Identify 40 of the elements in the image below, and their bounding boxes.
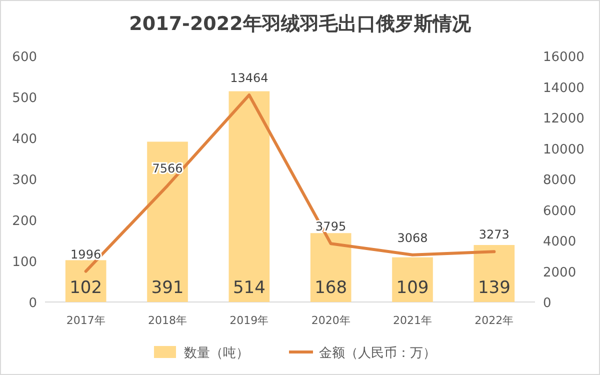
y-tick-label: 400 [12,132,37,147]
data-label: 514 [232,278,266,298]
y-tick-label: 300 [12,173,37,188]
data-label: 3273 [478,228,510,242]
bar [228,91,270,302]
legend-label: 数量（吨） [184,346,249,361]
x-tick-label: 2018年 [148,314,187,327]
y-tick-label: 600 [12,50,37,65]
y-tick-label: 200 [12,214,37,229]
chart-title: 2017-2022年羽绒羽毛出口俄罗斯情况 [129,13,472,35]
y2-tick-label: 10000 [543,142,584,158]
y2-tick-label: 8000 [543,173,576,188]
x-tick-label: 2021年 [393,314,432,327]
data-label: 109 [396,278,429,298]
x-tick-label: 2019年 [230,314,269,327]
bar [392,257,433,302]
y2-tick-label: 4000 [543,234,576,250]
y2-tick-label: 2000 [543,265,576,280]
x-tick-label: 2017年 [66,314,106,327]
bar [310,233,352,302]
x-tick-label: 2022年 [474,314,514,327]
data-label: 168 [314,278,348,298]
y-tick-label: 500 [12,91,37,106]
data-label: 102 [70,278,102,298]
y2-tick-label: 16000 [543,50,584,65]
y-tick-label: 0 [28,296,37,311]
data-label: 1996 [70,247,102,262]
data-label: 391 [151,278,184,298]
bar [147,142,188,302]
y2-tick-label: 14000 [543,80,584,96]
data-label: 3068 [397,230,428,245]
data-label: 7566 [152,162,183,176]
legend-label: 金额（人民币：万） [319,346,436,361]
y2-tick-label: 0 [543,296,552,311]
data-label: 139 [478,278,510,298]
x-tick-label: 2020年 [311,314,350,327]
data-label: 13464 [230,70,268,85]
y2-tick-label: 6000 [543,204,576,219]
y2-tick-label: 12000 [543,112,584,126]
y-tick-label: 100 [12,255,37,270]
